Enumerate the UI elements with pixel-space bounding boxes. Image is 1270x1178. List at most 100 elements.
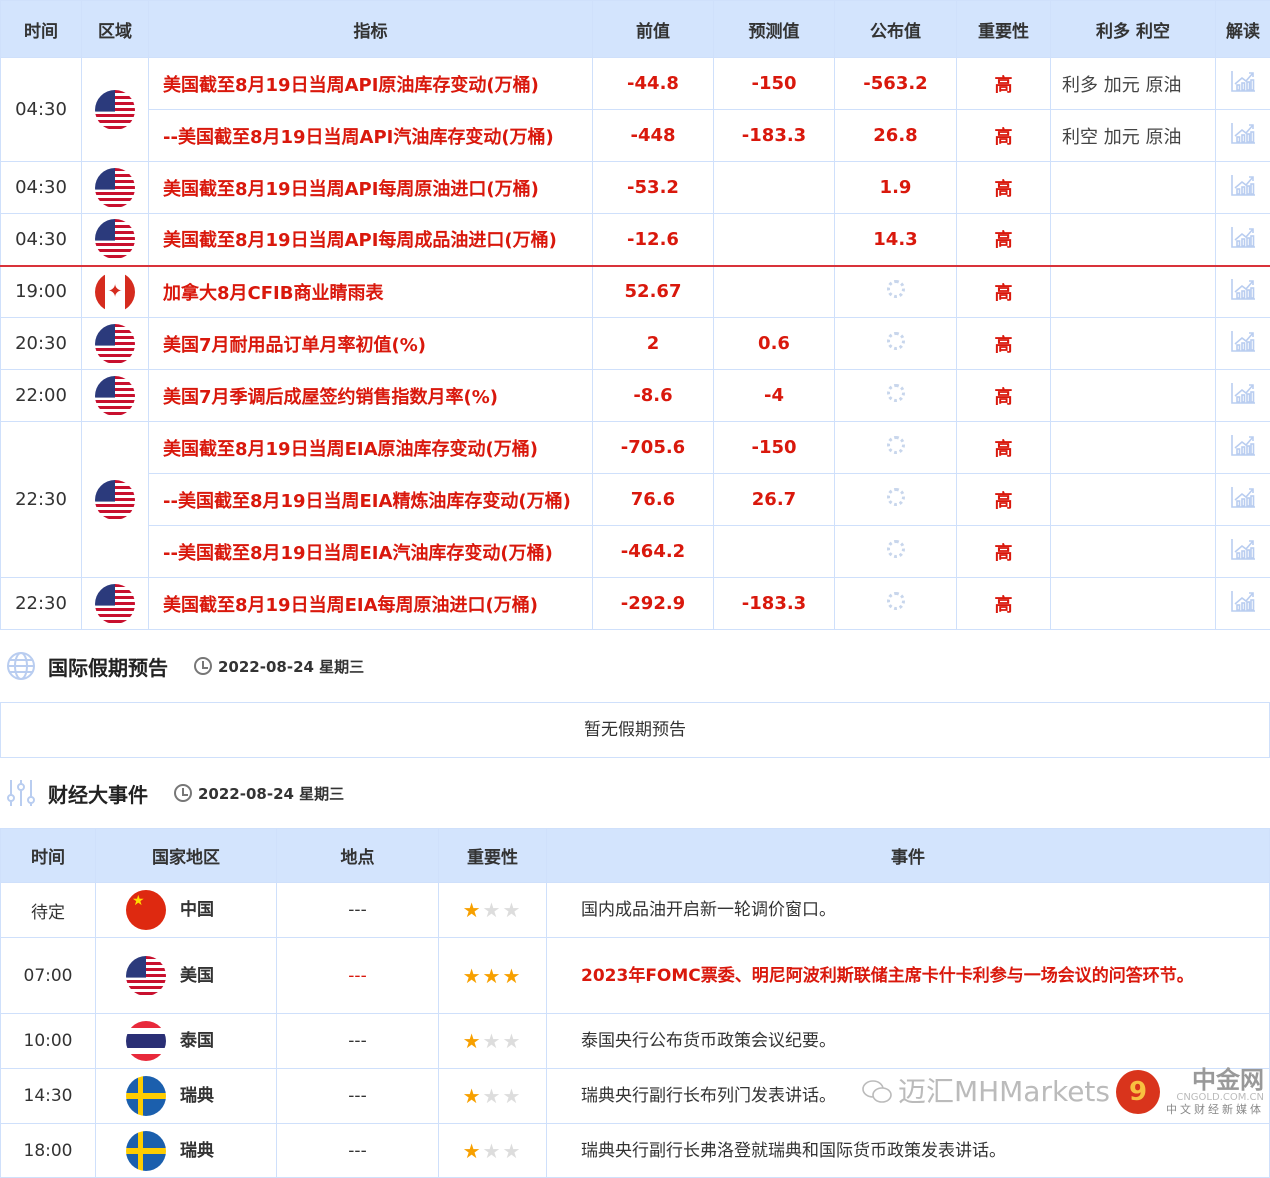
loading-icon [887, 436, 905, 454]
column-header: 利多 利空 [1051, 1, 1216, 58]
country: 瑞典 [96, 1069, 277, 1124]
star-icon: ★ [483, 898, 503, 922]
importance: 高 [957, 162, 1051, 214]
impact [1051, 162, 1216, 214]
event-time: 10:00 [1, 1014, 96, 1069]
events-title: 财经大事件 [48, 779, 148, 808]
previous-value: -448 [593, 110, 714, 162]
indicator-link[interactable]: 加拿大8月CFIB商业睛雨表 [149, 266, 593, 318]
flag-us-icon [95, 376, 135, 416]
actual-value [835, 266, 957, 318]
chart-icon[interactable] [1230, 537, 1256, 561]
previous-value: -8.6 [593, 370, 714, 422]
indicator-link[interactable]: --美国截至8月19日当周EIA精炼油库存变动(万桶) [149, 474, 593, 526]
wechat-icon [862, 1079, 892, 1105]
chart-icon[interactable] [1230, 225, 1256, 249]
forecast-value [714, 526, 835, 578]
indicator-link[interactable]: 美国截至8月19日当周EIA原油库存变动(万桶) [149, 422, 593, 474]
indicator-link[interactable]: --美国截至8月19日当周EIA汽油库存变动(万桶) [149, 526, 593, 578]
cngold-logo: 9 [1116, 1070, 1160, 1114]
importance-stars: ★★★ [439, 1014, 547, 1069]
analysis-cell [1216, 214, 1270, 266]
star-icon: ★ [502, 1139, 522, 1163]
importance: 高 [957, 58, 1051, 110]
column-header: 公布值 [835, 1, 957, 58]
watermark: 迈汇MHMarkets 9 中金网 CNGOLD.COM.CN 中文财经新媒体 [862, 1068, 1264, 1115]
chart-icon[interactable] [1230, 69, 1256, 93]
watermark-text: 迈汇MHMarkets [898, 1078, 1110, 1106]
importance-stars: ★★★ [439, 938, 547, 1014]
region [82, 370, 149, 422]
event-time: 22:00 [1, 370, 82, 422]
indicator-link[interactable]: 美国截至8月19日当周API原油库存变动(万桶) [149, 58, 593, 110]
chart-icon[interactable] [1230, 329, 1256, 353]
flag-us-icon [95, 168, 135, 208]
importance: 高 [957, 578, 1051, 630]
star-icon: ★ [502, 1029, 522, 1053]
forecast-value [714, 162, 835, 214]
actual-value [835, 578, 957, 630]
star-icon: ★ [483, 964, 503, 988]
loading-icon [887, 488, 905, 506]
actual-value: -563.2 [835, 58, 957, 110]
flag-se-icon [126, 1131, 166, 1171]
event-description: 2023年FOMC票委、明尼阿波利斯联储主席卡什卡利参与一场会议的问答环节。 [547, 938, 1270, 1014]
holidays-date: 2022-08-24 星期三 [218, 656, 364, 677]
event-time: 待定 [1, 883, 96, 938]
importance: 高 [957, 110, 1051, 162]
column-header: 重要性 [439, 829, 547, 883]
impact [1051, 266, 1216, 318]
flag-us-icon [95, 480, 135, 520]
star-icon: ★ [483, 1029, 503, 1053]
indicator-link[interactable]: 美国7月季调后成屋签约销售指数月率(%) [149, 370, 593, 422]
chart-icon[interactable] [1230, 121, 1256, 145]
star-icon: ★ [502, 1084, 522, 1108]
indicator-link[interactable]: 美国截至8月19日当周API每周原油进口(万桶) [149, 162, 593, 214]
actual-value [835, 422, 957, 474]
event-description: 瑞典央行副行长弗洛登就瑞典和国际货币政策发表讲话。 [547, 1124, 1270, 1178]
place: --- [277, 1014, 439, 1069]
importance-stars: ★★★ [439, 883, 547, 938]
place: --- [277, 938, 439, 1014]
column-header: 时间 [1, 1, 82, 58]
importance: 高 [957, 214, 1051, 266]
impact [1051, 318, 1216, 370]
forecast-value [714, 266, 835, 318]
event-description: 国内成品油开启新一轮调价窗口。 [547, 883, 1270, 938]
place: --- [277, 883, 439, 938]
column-header: 解读 [1216, 1, 1270, 58]
column-header: 重要性 [957, 1, 1051, 58]
column-header: 前值 [593, 1, 714, 58]
impact [1051, 422, 1216, 474]
importance-stars: ★★★ [439, 1124, 547, 1178]
chart-icon[interactable] [1230, 485, 1256, 509]
analysis-cell [1216, 526, 1270, 578]
chart-icon[interactable] [1230, 589, 1256, 613]
indicator-link[interactable]: 美国截至8月19日当周API每周成品油进口(万桶) [149, 214, 593, 266]
indicator-link[interactable]: 美国截至8月19日当周EIA每周原油进口(万桶) [149, 578, 593, 630]
chart-icon[interactable] [1230, 173, 1256, 197]
chart-icon[interactable] [1230, 381, 1256, 405]
loading-icon [887, 592, 905, 610]
impact [1051, 578, 1216, 630]
flag-se-icon [126, 1076, 166, 1116]
event-time: 07:00 [1, 938, 96, 1014]
region [82, 214, 149, 266]
forecast-value: -150 [714, 422, 835, 474]
flag-th-icon [126, 1021, 166, 1061]
analysis-cell [1216, 318, 1270, 370]
loading-icon [887, 280, 905, 298]
analysis-cell [1216, 266, 1270, 318]
analysis-cell [1216, 162, 1270, 214]
slogan: 中文财经新媒体 [1166, 1104, 1264, 1116]
event-time: 19:00 [1, 266, 82, 318]
indicator-link[interactable]: 美国7月耐用品订单月率初值(%) [149, 318, 593, 370]
chart-icon[interactable] [1230, 433, 1256, 457]
indicator-link[interactable]: --美国截至8月19日当周API汽油库存变动(万桶) [149, 110, 593, 162]
region: ✦ [82, 266, 149, 318]
chart-icon[interactable] [1230, 277, 1256, 301]
